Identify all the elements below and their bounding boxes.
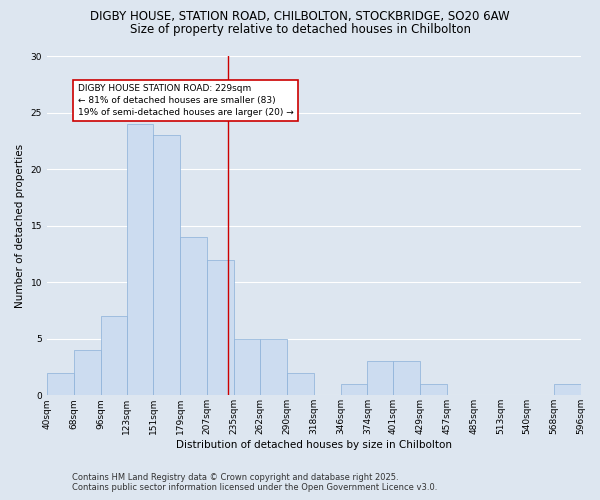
Bar [341, 384, 367, 396]
Bar [74, 350, 101, 396]
Bar [127, 124, 154, 396]
Text: Size of property relative to detached houses in Chilbolton: Size of property relative to detached ho… [130, 22, 470, 36]
Bar [260, 338, 287, 396]
Bar [154, 135, 181, 396]
Bar [394, 362, 420, 396]
Text: DIGBY HOUSE STATION ROAD: 229sqm
← 81% of detached houses are smaller (83)
19% o: DIGBY HOUSE STATION ROAD: 229sqm ← 81% o… [77, 84, 293, 117]
Text: Contains HM Land Registry data © Crown copyright and database right 2025.
Contai: Contains HM Land Registry data © Crown c… [72, 473, 437, 492]
Bar [287, 372, 314, 396]
Bar [47, 372, 74, 396]
Bar [234, 338, 260, 396]
Y-axis label: Number of detached properties: Number of detached properties [15, 144, 25, 308]
X-axis label: Distribution of detached houses by size in Chilbolton: Distribution of detached houses by size … [176, 440, 452, 450]
Bar [101, 316, 127, 396]
Text: DIGBY HOUSE, STATION ROAD, CHILBOLTON, STOCKBRIDGE, SO20 6AW: DIGBY HOUSE, STATION ROAD, CHILBOLTON, S… [90, 10, 510, 23]
Bar [554, 384, 581, 396]
Bar [420, 384, 447, 396]
Bar [207, 260, 234, 396]
Bar [181, 237, 207, 396]
Bar [367, 362, 394, 396]
